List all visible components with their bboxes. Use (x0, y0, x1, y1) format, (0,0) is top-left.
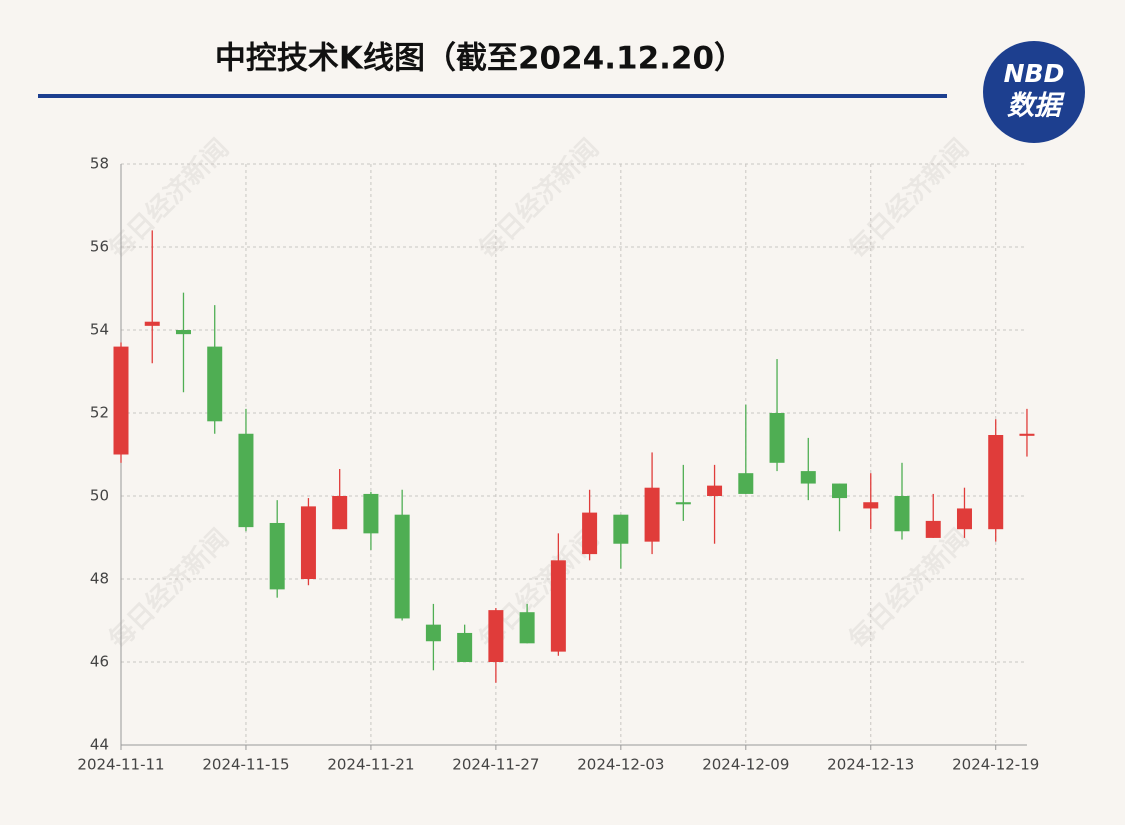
x-tick-label: 2024-11-27 (452, 756, 539, 774)
candle-body (800, 471, 816, 484)
candle-body (582, 512, 598, 555)
candle-body (394, 514, 410, 619)
y-tick-label: 44 (90, 736, 109, 754)
x-tick-label: 2024-11-21 (327, 756, 414, 774)
logo-text: 数据 (1007, 91, 1065, 122)
candle-body (925, 520, 941, 538)
candle-body (332, 496, 348, 530)
candle-body (207, 346, 223, 422)
candle-body (550, 560, 566, 652)
candle-body (613, 514, 629, 544)
candle-body (113, 346, 129, 455)
y-tick-label: 54 (90, 321, 109, 339)
x-tick-label: 2024-12-09 (702, 756, 789, 774)
y-tick-label: 58 (90, 155, 109, 173)
candle-body (863, 502, 879, 509)
candle-body (675, 502, 691, 505)
logo-text: NBD (1004, 59, 1065, 88)
candle-body (300, 506, 316, 579)
logo-circle (983, 41, 1085, 143)
chart-title: 中控技术K线图（截至2024.12.20） (215, 41, 745, 77)
candle-body (894, 496, 910, 532)
y-tick-label: 52 (90, 404, 109, 422)
candle-body (175, 330, 191, 335)
x-tick-label: 2024-12-13 (827, 756, 914, 774)
candle-body (988, 434, 1004, 530)
y-tick-label: 48 (90, 570, 109, 588)
candle-body (707, 485, 723, 496)
x-tick-label: 2024-12-03 (577, 756, 664, 774)
candle-body (769, 413, 785, 463)
y-tick-label: 46 (90, 653, 109, 671)
title-underline (38, 94, 947, 98)
candle-body (956, 508, 972, 530)
candle-body (457, 632, 473, 662)
candle-body (738, 473, 754, 494)
candle-body (1019, 433, 1035, 436)
candle-body (644, 487, 660, 542)
candle-body (425, 624, 441, 642)
candle-body (238, 433, 254, 528)
candle-body (519, 612, 535, 644)
candle-body (144, 321, 160, 326)
y-tick-label: 56 (90, 238, 109, 256)
candle-body (269, 522, 285, 590)
y-tick-label: 50 (90, 487, 109, 505)
x-tick-label: 2024-12-19 (952, 756, 1039, 774)
candle-body (832, 483, 848, 499)
x-tick-label: 2024-11-15 (202, 756, 289, 774)
candle-body (488, 610, 504, 662)
candle-body (363, 493, 379, 534)
x-tick-label: 2024-11-11 (77, 756, 164, 774)
logo: NBD 数据 (983, 41, 1085, 143)
